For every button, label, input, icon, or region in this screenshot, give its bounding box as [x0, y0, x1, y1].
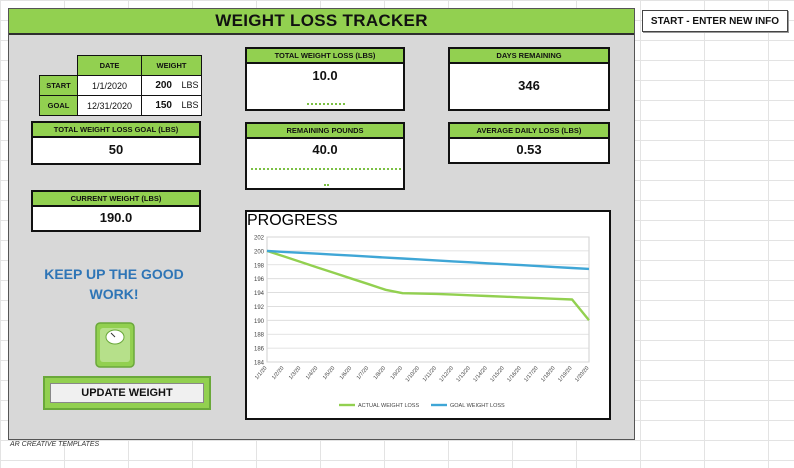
- legend-label: ACTUAL WEIGHT LOSS: [358, 403, 419, 409]
- y-tick-label: 188: [254, 333, 265, 339]
- start-weight[interactable]: 200: [155, 80, 172, 91]
- start-goal-table: DATE WEIGHT START 1/1/2020 200 LBS GOAL …: [39, 55, 202, 116]
- y-tick-label: 186: [254, 347, 265, 353]
- y-tick-label: 196: [254, 277, 265, 283]
- progress-chart: 184 186 188 190 192 194 196 198 200 202 1/1/20 1/2/…: [254, 236, 591, 410]
- y-tick-label: 202: [254, 236, 265, 242]
- x-tick-label: 1/16/20: [506, 365, 522, 383]
- current-weight-label: CURRENT WEIGHT (LBS): [33, 192, 199, 207]
- page-title: WEIGHT LOSS TRACKER: [9, 9, 634, 35]
- actual-weight-line: [266, 249, 590, 322]
- update-weight-label: UPDATE WEIGHT: [50, 383, 204, 403]
- x-tick-label: 1/11/20: [422, 365, 438, 383]
- goal-unit: LBS: [181, 100, 199, 110]
- x-tick-label: 1/4/20: [305, 365, 319, 381]
- x-tick-label: 1/15/20: [489, 365, 505, 383]
- remaining-pounds-value: 40.0: [312, 141, 338, 157]
- goal-date[interactable]: 12/31/2020: [77, 95, 142, 116]
- total-weight-loss-value: 10.0: [312, 67, 338, 83]
- days-remaining-label: DAYS REMAINING: [450, 49, 608, 64]
- x-tick-label: 1/20/20: [574, 365, 590, 383]
- current-weight-value: 190.0: [99, 210, 133, 225]
- update-weight-button[interactable]: UPDATE WEIGHT: [43, 376, 211, 410]
- y-tick-label: 192: [254, 305, 265, 311]
- y-tick-label: 184: [254, 361, 265, 367]
- start-date[interactable]: 1/1/2020: [77, 75, 142, 96]
- remaining-pounds-label: REMAINING POUNDS: [247, 124, 403, 139]
- row-label-goal: GOAL: [39, 95, 78, 116]
- weight-loss-goal-card: TOTAL WEIGHT LOSS GOAL (LBS) 50: [31, 121, 201, 165]
- x-tick-label: 1/19/20: [557, 365, 573, 383]
- progress-dots: [307, 103, 345, 105]
- remaining-pounds-card: REMAINING POUNDS 40.0: [245, 122, 405, 190]
- weight-loss-goal-label: TOTAL WEIGHT LOSS GOAL (LBS): [33, 123, 199, 138]
- motivation-text: KEEP UP THE GOOD WORK!: [44, 266, 184, 302]
- total-weight-loss-card: TOTAL WEIGHT LOSS (LBS) 10.0: [245, 47, 405, 111]
- x-tick-label: 1/2/20: [271, 365, 285, 381]
- x-tick-label: 1/5/20: [322, 365, 336, 381]
- avg-daily-loss-card: AVERAGE DAILY LOSS (LBS) 0.53: [448, 122, 610, 164]
- row-label-start: START: [39, 75, 78, 96]
- remaining-dot: [324, 184, 327, 186]
- goal-weight-line: [266, 249, 590, 271]
- x-tick-label: 1/8/20: [373, 365, 387, 381]
- progress-chart-card: PROGRESS 184 186 188 190 192 194 196 198 200 202 1…: [245, 210, 611, 420]
- y-tick-label: 198: [254, 263, 265, 269]
- total-weight-loss-label: TOTAL WEIGHT LOSS (LBS): [247, 49, 403, 64]
- x-tick-label: 1/6/20: [339, 365, 353, 381]
- x-tick-label: 1/14/20: [472, 365, 488, 383]
- x-tick-label: 1/13/20: [456, 365, 472, 383]
- dashboard-panel: WEIGHT LOSS TRACKER DATE WEIGHT START 1/…: [8, 8, 635, 440]
- footer-credit: AR CREATIVE TEMPLATES: [10, 441, 100, 448]
- avg-daily-loss-label: AVERAGE DAILY LOSS (LBS): [450, 124, 608, 139]
- x-tick-label: 1/10/20: [405, 365, 421, 383]
- start-enter-new-info-button[interactable]: START - ENTER NEW INFO: [642, 10, 788, 32]
- col-header-date: DATE: [77, 55, 142, 76]
- legend-label: GOAL WEIGHT LOSS: [450, 403, 505, 409]
- y-tick-label: 194: [254, 291, 265, 297]
- remaining-dots: [251, 168, 401, 170]
- current-weight-card: CURRENT WEIGHT (LBS) 190.0: [31, 190, 201, 232]
- x-tick-label: 1/7/20: [356, 365, 370, 381]
- x-tick-label: 1/9/20: [390, 365, 404, 381]
- y-tick-label: 200: [254, 249, 265, 255]
- x-tick-label: 1/1/20: [254, 365, 268, 381]
- goal-weight[interactable]: 150: [155, 100, 172, 111]
- col-header-weight: WEIGHT: [141, 55, 202, 76]
- chart-title: PROGRESS: [247, 212, 338, 229]
- avg-daily-loss-value: 0.53: [516, 142, 542, 157]
- x-tick-label: 1/18/20: [540, 365, 556, 383]
- start-unit: LBS: [181, 80, 199, 90]
- days-remaining-value: 346: [518, 77, 540, 93]
- weight-loss-goal-value: 50: [108, 142, 124, 157]
- y-tick-label: 190: [254, 319, 265, 325]
- x-tick-label: 1/17/20: [523, 365, 539, 383]
- x-tick-label: 1/3/20: [288, 365, 302, 381]
- scale-icon: [95, 322, 135, 368]
- days-remaining-card: DAYS REMAINING 346: [448, 47, 610, 111]
- plot-area: [266, 236, 590, 363]
- x-tick-label: 1/12/20: [439, 365, 455, 383]
